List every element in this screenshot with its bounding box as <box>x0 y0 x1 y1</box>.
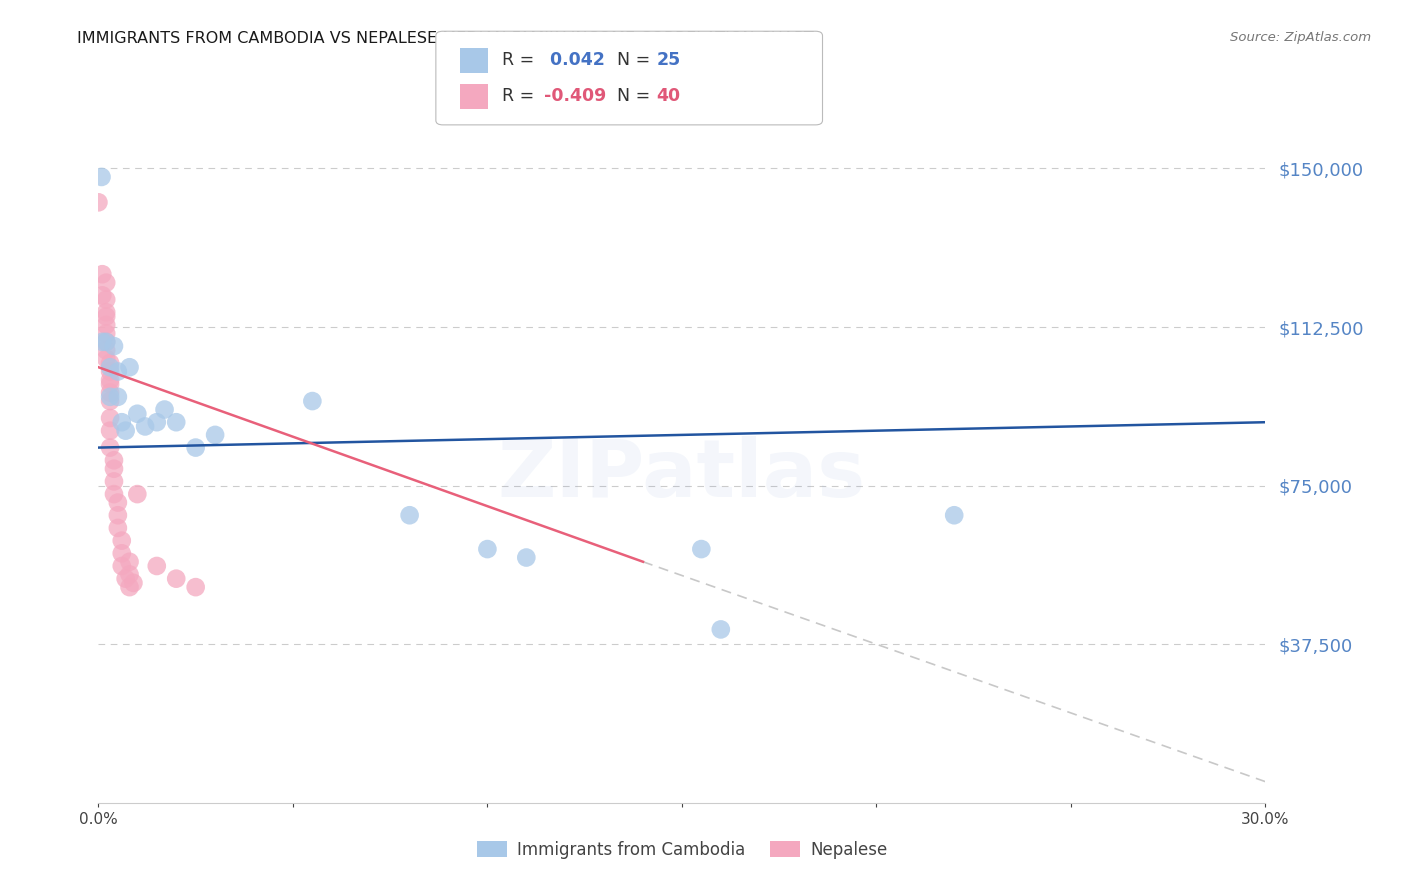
Point <box>107 390 129 404</box>
Point <box>91 267 114 281</box>
Point <box>114 572 136 586</box>
Point <box>477 542 499 557</box>
Point <box>98 385 121 400</box>
Point <box>146 415 169 429</box>
Point <box>118 580 141 594</box>
Point <box>146 559 169 574</box>
Point <box>690 542 713 557</box>
Point <box>98 390 121 404</box>
Point <box>107 508 129 523</box>
Point <box>165 415 187 429</box>
Text: 40: 40 <box>657 87 681 105</box>
Point <box>87 195 110 210</box>
Point <box>96 318 118 332</box>
Text: IMMIGRANTS FROM CAMBODIA VS NEPALESE MEDIAN FAMILY INCOME CORRELATION CHART: IMMIGRANTS FROM CAMBODIA VS NEPALESE MED… <box>77 31 814 46</box>
Legend: Immigrants from Cambodia, Nepalese: Immigrants from Cambodia, Nepalese <box>470 835 894 866</box>
Point <box>114 424 136 438</box>
Point <box>107 364 129 378</box>
Point <box>90 169 112 184</box>
Point <box>710 623 733 637</box>
Point <box>515 550 537 565</box>
Point <box>111 415 134 429</box>
Text: 25: 25 <box>657 52 681 70</box>
Point <box>98 411 121 425</box>
Point <box>96 293 118 307</box>
Text: N =: N = <box>617 52 657 70</box>
Point <box>118 555 141 569</box>
Point <box>103 475 125 489</box>
Text: Source: ZipAtlas.com: Source: ZipAtlas.com <box>1230 31 1371 45</box>
Point <box>165 572 187 586</box>
Point <box>96 276 118 290</box>
Point <box>118 567 141 582</box>
Point <box>943 508 966 523</box>
Point <box>111 533 134 548</box>
Point <box>127 407 149 421</box>
Point <box>122 575 145 590</box>
Text: R =: R = <box>502 52 540 70</box>
Point <box>96 343 118 358</box>
Point <box>98 360 121 375</box>
Point <box>96 310 118 324</box>
Point <box>301 394 323 409</box>
Text: 0.042: 0.042 <box>544 52 605 70</box>
Point <box>184 580 207 594</box>
Point <box>96 351 118 366</box>
Point <box>91 334 114 349</box>
Point <box>103 487 125 501</box>
Point <box>153 402 176 417</box>
Point <box>98 394 121 409</box>
Point <box>98 377 121 392</box>
Point <box>398 508 420 523</box>
Point <box>103 339 125 353</box>
Point <box>134 419 156 434</box>
Point <box>91 288 114 302</box>
Point <box>98 364 121 378</box>
Point <box>127 487 149 501</box>
Point <box>107 521 129 535</box>
Point <box>96 305 118 319</box>
Point <box>96 334 118 349</box>
Point <box>107 495 129 509</box>
Text: R =: R = <box>502 87 540 105</box>
Point <box>98 356 121 370</box>
Point <box>111 559 134 574</box>
Text: -0.409: -0.409 <box>544 87 606 105</box>
Point <box>98 424 121 438</box>
Text: N =: N = <box>617 87 657 105</box>
Point <box>96 326 118 341</box>
Point <box>184 441 207 455</box>
Point <box>204 428 226 442</box>
Point <box>103 453 125 467</box>
Point <box>96 334 118 349</box>
Point <box>98 441 121 455</box>
Text: ZIPatlas: ZIPatlas <box>498 435 866 514</box>
Point <box>111 546 134 560</box>
Point <box>103 461 125 475</box>
Point <box>98 373 121 387</box>
Point <box>118 360 141 375</box>
